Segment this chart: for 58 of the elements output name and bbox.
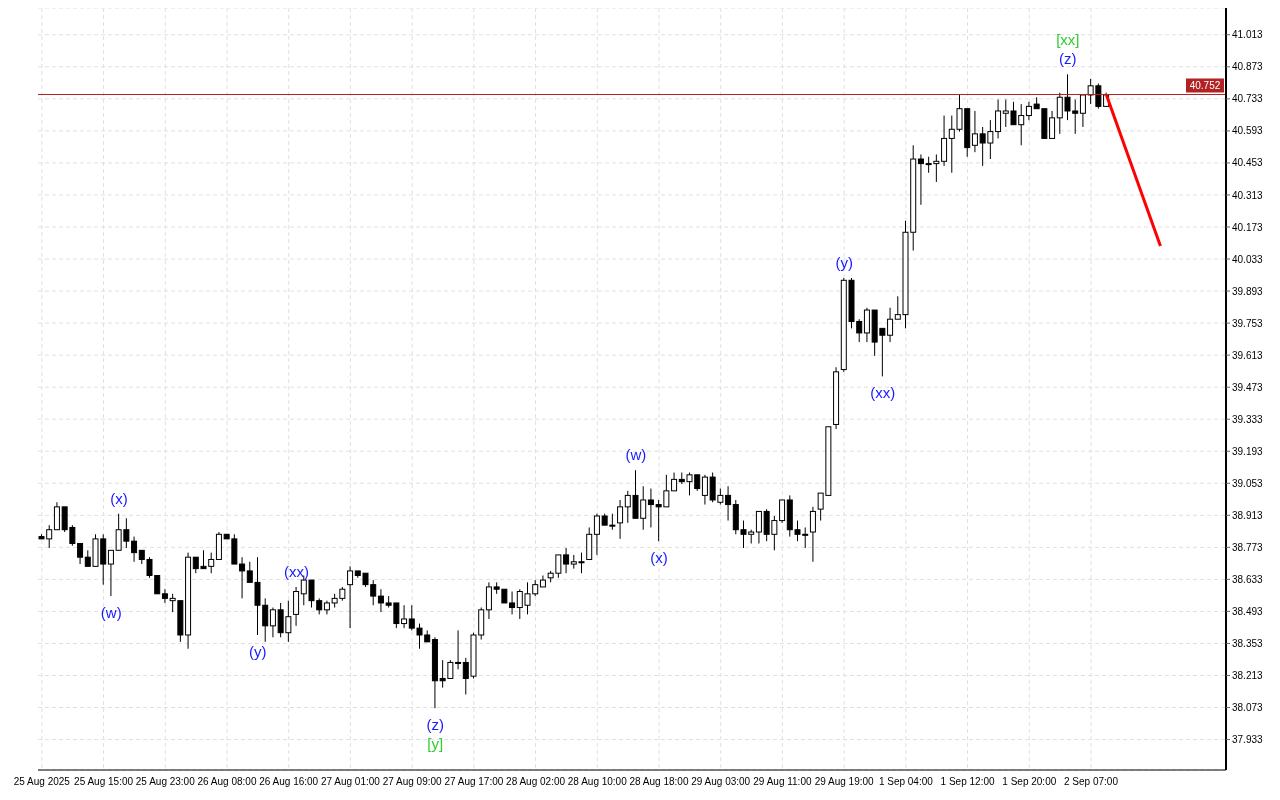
x-tick-label: 1 Sep 04:00 — [878, 776, 934, 788]
y-tick-label: 39.613 — [1232, 349, 1264, 361]
y-tick-label: 40.593 — [1232, 125, 1264, 137]
annotation: (z) — [1059, 50, 1077, 68]
x-tick-label: 2 Sep 07:00 — [1064, 776, 1119, 788]
candlestick — [809, 506, 816, 563]
y-tick-label: 38.493 — [1232, 605, 1264, 617]
y-tick-label: 39.053 — [1232, 477, 1264, 489]
x-tick-label: 1 Sep 12:00 — [940, 776, 995, 788]
ref-line-label: 40.752 — [1189, 80, 1221, 92]
y-tick-label: 37.933 — [1232, 734, 1264, 746]
y-tick-label: 40.173 — [1232, 221, 1264, 233]
annotation: (y) — [249, 642, 267, 660]
x-tick-label: 28 Aug 18:00 — [629, 776, 689, 788]
x-tick-label: 25 Aug 15:00 — [74, 776, 134, 788]
y-tick-label: 41.013 — [1232, 29, 1264, 41]
annotation: (x) — [110, 489, 128, 507]
y-tick-label: 39.893 — [1232, 285, 1264, 297]
x-tick-label: 27 Aug 01:00 — [320, 776, 381, 788]
annotation: (xx) — [870, 384, 896, 402]
y-tick-label: 40.453 — [1232, 157, 1264, 169]
annotation: [xx] — [1056, 31, 1080, 49]
y-tick-label: 40.873 — [1232, 61, 1264, 73]
y-tick-label: 38.353 — [1232, 638, 1264, 650]
annotation: (w) — [100, 604, 122, 622]
annotation: (z) — [426, 716, 445, 734]
annotation: (y) — [835, 254, 853, 272]
y-tick-label: 39.753 — [1232, 317, 1264, 329]
x-tick-label: 27 Aug 09:00 — [382, 776, 443, 788]
annotation: [y] — [427, 735, 444, 753]
x-tick-label: 25 Aug 2025 — [13, 776, 71, 788]
x-tick-label: 27 Aug 17:00 — [444, 776, 504, 788]
y-tick-label: 39.333 — [1232, 413, 1264, 425]
annotation: (w) — [625, 446, 647, 464]
candlestick — [617, 499, 624, 540]
x-tick-label: 28 Aug 10:00 — [567, 776, 628, 788]
y-tick-label: 39.473 — [1232, 381, 1264, 393]
x-tick-label: 1 Sep 20:00 — [1002, 776, 1057, 788]
y-tick-label: 38.073 — [1232, 702, 1264, 714]
y-tick-label: 38.773 — [1232, 541, 1264, 553]
y-tick-label: 38.913 — [1232, 509, 1264, 521]
y-tick-label: 40.733 — [1232, 93, 1264, 105]
x-tick-label: 26 Aug 16:00 — [259, 776, 319, 788]
annotation: (x) — [650, 549, 668, 567]
x-tick-label: 26 Aug 08:00 — [197, 776, 257, 788]
y-tick-label: 40.033 — [1232, 253, 1264, 265]
x-tick-label: 29 Aug 19:00 — [814, 776, 875, 788]
x-tick-label: 25 Aug 23:00 — [135, 776, 196, 788]
x-tick-label: 28 Aug 02:00 — [506, 776, 566, 788]
annotation: (xx) — [283, 562, 309, 580]
y-tick-label: 38.633 — [1232, 573, 1264, 585]
x-tick-label: 29 Aug 03:00 — [691, 776, 751, 788]
candlestick — [293, 586, 300, 627]
y-tick-label: 39.193 — [1232, 445, 1264, 457]
y-tick-label: 40.313 — [1232, 189, 1264, 201]
candlestick — [347, 565, 354, 629]
x-tick-label: 29 Aug 11:00 — [753, 776, 812, 788]
y-tick-label: 38.213 — [1232, 670, 1264, 682]
